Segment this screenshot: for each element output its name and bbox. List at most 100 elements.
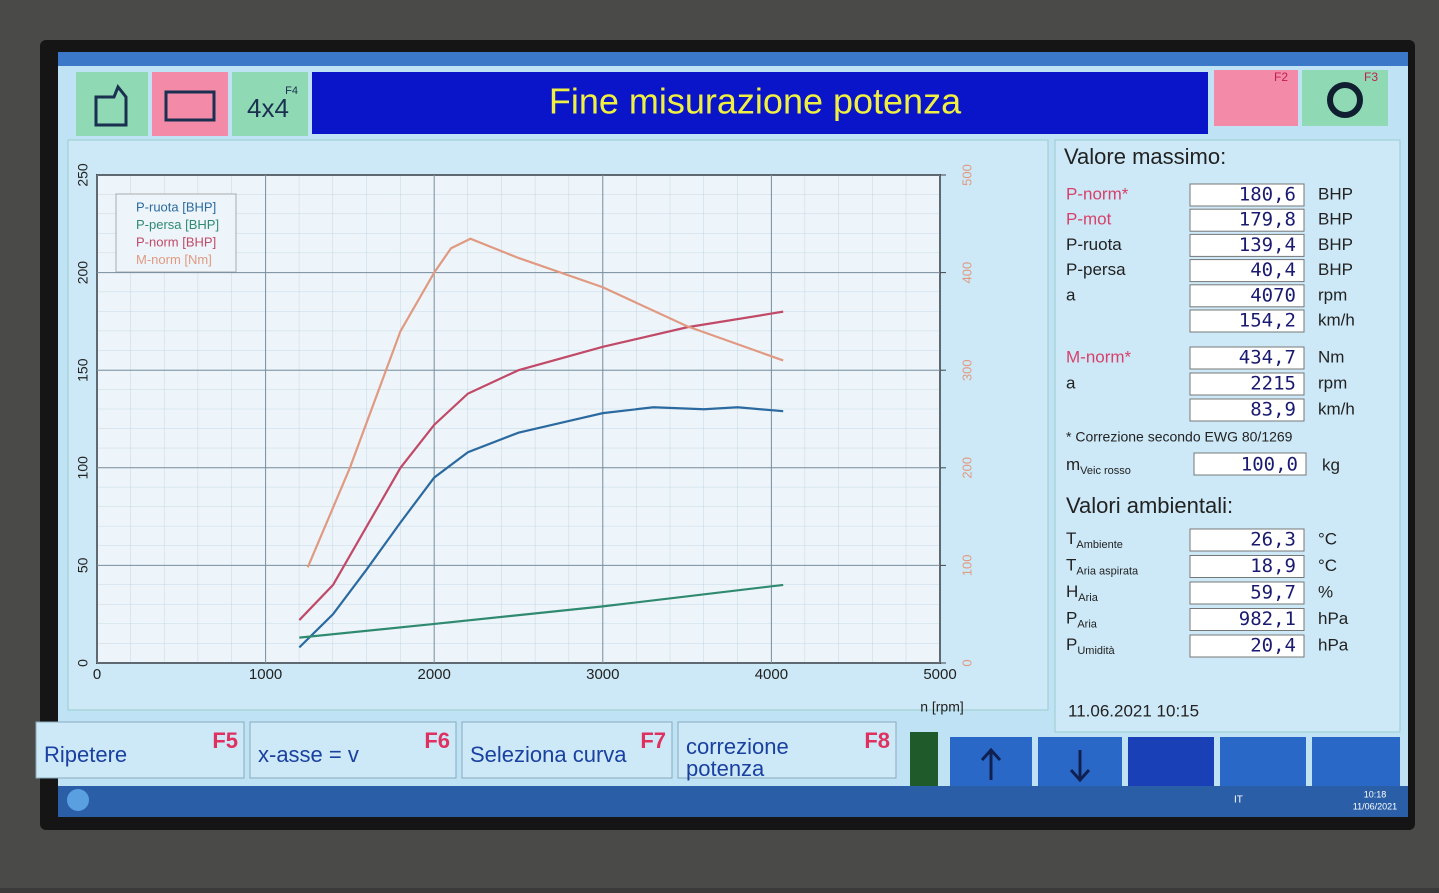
subscript: Aria	[1077, 618, 1097, 630]
unit: km/h	[1318, 310, 1355, 329]
value-box	[1189, 259, 1305, 283]
chart: 0 1000 2000 3000 4000 50000501001502002500100…	[75, 163, 975, 683]
button-label: correzione potenza	[686, 734, 789, 781]
y2-tick-label: 0	[959, 659, 974, 666]
row-label: TAmbiente	[1066, 529, 1123, 550]
value-box	[1189, 608, 1305, 631]
y2-tick-label: 400	[959, 262, 974, 284]
x-tick-label: 3000	[586, 666, 619, 683]
y-tick-label: 250	[75, 163, 91, 187]
value-box	[1189, 346, 1305, 370]
row-label: HAria	[1066, 582, 1099, 603]
value: 982,1	[1239, 608, 1296, 630]
y-tick-label: 50	[75, 557, 91, 573]
value-box	[1189, 208, 1305, 232]
4x4-button[interactable]	[232, 72, 308, 136]
value: 180,6	[1239, 184, 1296, 206]
unit: BHP	[1318, 184, 1353, 203]
x-tick-label: 5000	[923, 666, 956, 683]
value: 20,4	[1250, 635, 1296, 657]
subscript: Aria	[1078, 592, 1098, 604]
row-label: PUmidità	[1066, 635, 1116, 656]
unit: Nm	[1318, 347, 1344, 366]
print-button[interactable]	[1220, 737, 1306, 795]
key-label: F2	[1274, 70, 1288, 84]
value: 40,4	[1250, 259, 1296, 281]
title-bar	[312, 72, 1208, 134]
function-button[interactable]	[461, 721, 673, 779]
function-button[interactable]	[35, 721, 245, 779]
mass-label: mVeic rosso	[1066, 455, 1131, 476]
unit: hPa	[1318, 635, 1349, 654]
subscript: Aria aspirata	[1076, 565, 1139, 577]
unit: BHP	[1318, 210, 1353, 229]
row-label: TAria aspirata	[1066, 556, 1139, 577]
value-box	[1189, 183, 1305, 207]
key-label: F4	[285, 85, 298, 97]
value: 59,7	[1250, 582, 1296, 604]
rows: P-norm* 180,6 BHP P-mot 179,8 BHP P-ruota 139,4…	[1066, 183, 1355, 658]
row-label: P-ruota	[1066, 235, 1122, 254]
legend-entry: P-norm [BHP]	[136, 234, 216, 249]
help-button[interactable]	[1128, 737, 1214, 795]
button-label: Ripetere	[44, 742, 127, 767]
value-box	[1189, 528, 1305, 552]
taskbar	[58, 786, 1408, 817]
unit: rpm	[1318, 285, 1347, 304]
blank-button[interactable]	[1312, 737, 1400, 795]
y2-tick-label: 300	[959, 359, 974, 381]
row-label: P-norm*	[1066, 184, 1129, 203]
arrow-icon	[980, 747, 1002, 780]
row-label: P-persa	[1066, 260, 1126, 279]
value-box	[1189, 398, 1305, 422]
footer: Ripetere F5 x-asse = v F6 Seleziona curva F7 c…	[35, 721, 897, 781]
symbol: m	[1066, 455, 1080, 474]
function-button[interactable]	[677, 721, 897, 779]
unit: kg	[1322, 455, 1340, 474]
button-label-line: potenza	[686, 756, 765, 781]
value: 154,2	[1239, 310, 1296, 332]
row-label: a	[1066, 373, 1076, 392]
x-tick-label: 1000	[249, 666, 282, 683]
start-button[interactable]	[67, 789, 89, 811]
row-label: PAria	[1066, 609, 1098, 630]
row-label: M-norm*	[1066, 347, 1132, 366]
function-key: F5	[212, 728, 238, 753]
unit: km/h	[1318, 399, 1355, 418]
legend-entry: P-ruota [BHP]	[136, 199, 216, 214]
value: 179,8	[1239, 209, 1296, 231]
section-title: Valori ambientali:	[1066, 493, 1233, 518]
unit: BHP	[1318, 235, 1353, 254]
y-tick-label: 150	[75, 358, 91, 382]
value: 18,9	[1250, 555, 1296, 577]
row-label: P-mot	[1066, 210, 1112, 229]
title: Fine misurazione potenza	[549, 81, 962, 122]
engine-button[interactable]	[152, 72, 228, 136]
section-title: Valore massimo:	[1064, 144, 1226, 169]
function-key: F8	[864, 728, 890, 753]
function-key: F7	[640, 728, 666, 753]
unit: hPa	[1318, 609, 1349, 628]
value-box	[1189, 555, 1305, 578]
function-button[interactable]	[249, 721, 457, 779]
date: 11/06/2021	[1353, 801, 1397, 811]
button-label: 4x4	[247, 93, 289, 123]
value-box	[1189, 372, 1305, 396]
value: 2215	[1250, 373, 1296, 395]
brake-icon	[1327, 82, 1363, 118]
series-line	[298, 406, 784, 649]
series-line	[306, 237, 784, 568]
unit: rpm	[1318, 373, 1347, 392]
value: 4070	[1250, 284, 1296, 306]
symbol: P	[1066, 609, 1077, 628]
car-button[interactable]	[1214, 70, 1298, 126]
legend-entry: M-norm [Nm]	[136, 252, 212, 267]
key-label: F3	[1364, 70, 1378, 84]
legend-entry: P-persa [BHP]	[136, 217, 219, 232]
level-indicator	[910, 732, 938, 790]
value-box	[1189, 581, 1305, 605]
legend	[115, 193, 237, 273]
symbol: T	[1066, 556, 1076, 575]
button-label: x-asse = v	[258, 742, 359, 767]
